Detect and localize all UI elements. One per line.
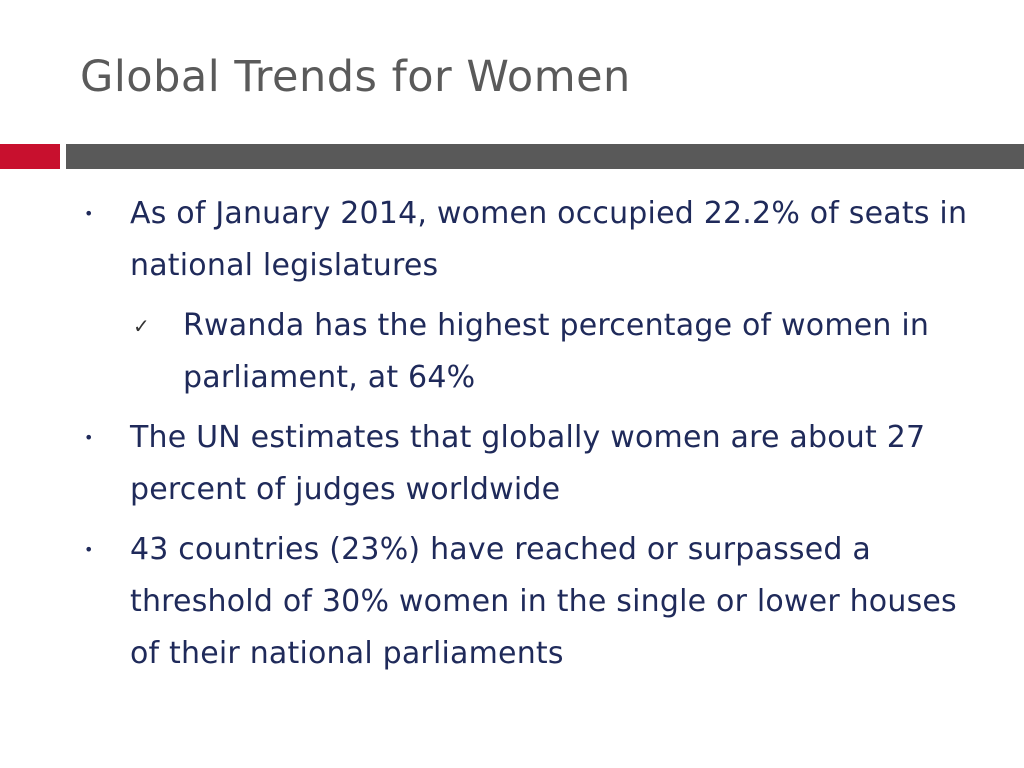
bullet-list: • As of January 2014, women occupied 22.… (0, 188, 1024, 688)
bullet-text: The UN estimates that globally women are… (130, 420, 926, 507)
slide-title: Global Trends for Women (80, 52, 631, 102)
bullet-dot-icon: • (84, 540, 94, 559)
title-divider-bar (66, 144, 1024, 169)
bullet-item: • The UN estimates that globally women a… (0, 412, 1024, 516)
sub-bullet-text: Rwanda has the highest percentage of wom… (183, 308, 930, 395)
bullet-item: • As of January 2014, women occupied 22.… (0, 188, 1024, 292)
bullet-text: As of January 2014, women occupied 22.2%… (130, 196, 968, 283)
sub-bullet-item: ✓ Rwanda has the highest percentage of w… (0, 300, 1024, 404)
bullet-dot-icon: • (84, 428, 94, 447)
accent-bar (0, 144, 60, 169)
checkmark-icon: ✓ (133, 314, 150, 338)
bullet-item: • 43 countries (23%) have reached or sur… (0, 524, 1024, 680)
bullet-text: 43 countries (23%) have reached or surpa… (130, 532, 957, 671)
bullet-dot-icon: • (84, 204, 94, 223)
